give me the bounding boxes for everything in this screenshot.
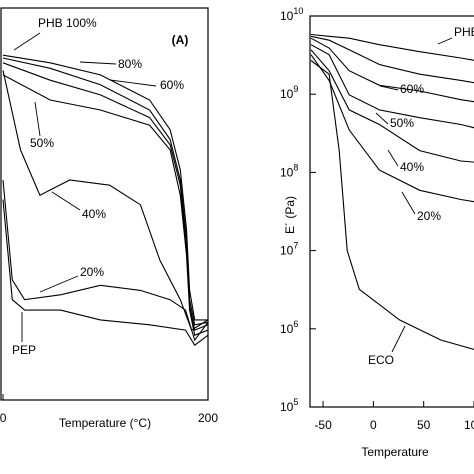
curve — [2, 54, 208, 321]
panel-title: (A) — [172, 33, 189, 47]
curve — [2, 179, 209, 342]
annotation-arrow — [79, 61, 117, 65]
y-tick-base: 10 — [280, 322, 294, 336]
annotation-arrow — [437, 37, 453, 45]
curve-label: 20% — [417, 209, 441, 223]
y-tick-exponent: 9 — [293, 84, 298, 94]
y-tick-exponent: 10 — [293, 6, 303, 16]
y-tick-base: 10 — [280, 244, 294, 258]
annotation-arrow — [39, 275, 79, 293]
curve — [2, 74, 209, 336]
curve-label: PHB 100% — [454, 25, 474, 39]
y-tick-base: 10 — [280, 400, 294, 414]
curve — [310, 49, 474, 163]
x-axis-label: Temperature (°C) — [59, 416, 151, 430]
x-tick-label: -50 — [314, 418, 332, 432]
x-tick-label: 0 — [370, 418, 377, 432]
x-tick-label: 100 — [464, 418, 474, 432]
curve-label: 80% — [118, 57, 142, 71]
y-tick-label: 1010 — [280, 6, 303, 23]
curve-label: PHB 100% — [38, 16, 97, 30]
y-tick-label: 109 — [280, 84, 298, 101]
curve — [2, 199, 209, 347]
y-tick-exponent: 5 — [293, 397, 298, 407]
curve — [2, 57, 209, 326]
y-tick-exponent: 8 — [293, 162, 298, 172]
annotation-arrow — [13, 32, 41, 51]
x-tick-label: 200 — [198, 411, 218, 425]
curve — [310, 33, 474, 61]
y-tick-base: 10 — [280, 9, 294, 23]
curve — [310, 54, 474, 203]
curve — [2, 62, 209, 331]
curve — [310, 37, 474, 103]
curve-label: 50% — [390, 116, 414, 130]
curve — [310, 44, 474, 129]
curve-label: 60% — [400, 82, 424, 96]
annotation-arrow — [401, 191, 416, 215]
x-tick-label: 0 — [0, 411, 7, 425]
y-tick-exponent: 7 — [293, 241, 298, 251]
curve-label: 20% — [80, 265, 104, 279]
curve-label: 40% — [82, 207, 106, 221]
plot-frame — [0, 7, 209, 401]
curve-label: 40% — [400, 160, 424, 174]
annotation-arrow — [375, 112, 389, 125]
y-tick-base: 10 — [280, 165, 294, 179]
annotation-arrow — [109, 79, 157, 87]
y-tick-label: 108 — [280, 162, 298, 179]
x-axis-label: Temperature — [361, 445, 429, 459]
curve-label: 60% — [160, 78, 184, 92]
y-tick-label: 105 — [280, 397, 298, 414]
annotation-arrow — [51, 191, 81, 211]
y-tick-label: 107 — [280, 241, 298, 258]
y-tick-label: 106 — [280, 319, 298, 336]
annotation-arrow — [387, 149, 399, 167]
curve — [310, 35, 474, 84]
annotation-arrow — [391, 325, 406, 353]
curve — [310, 60, 474, 350]
y-tick-base: 10 — [280, 87, 294, 101]
curve-label: PEP — [12, 343, 36, 357]
annotation-arrow — [379, 85, 399, 91]
y-tick-exponent: 6 — [293, 319, 298, 329]
curve-label: 50% — [30, 136, 54, 150]
y-axis-label: E´ (Pa) — [283, 196, 297, 234]
curve-label: ECO — [368, 353, 394, 367]
plot-frame — [309, 15, 474, 408]
x-tick-label: 50 — [417, 418, 431, 432]
annotation-arrow — [34, 101, 41, 137]
curve — [2, 70, 209, 331]
